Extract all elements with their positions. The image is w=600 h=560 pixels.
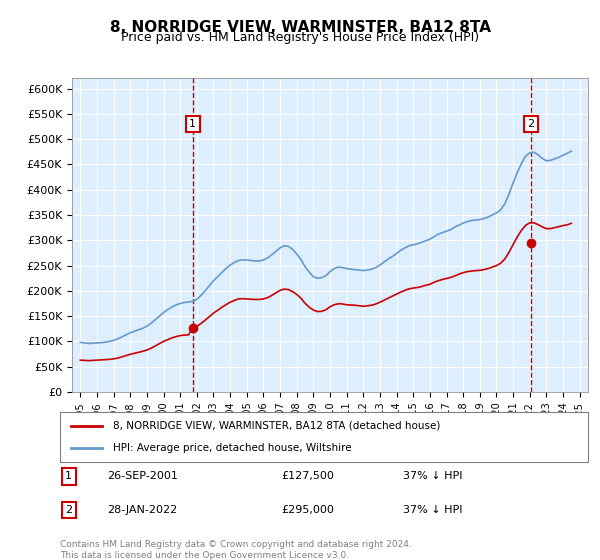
Text: 8, NORRIDGE VIEW, WARMINSTER, BA12 8TA (detached house): 8, NORRIDGE VIEW, WARMINSTER, BA12 8TA (… <box>113 421 440 431</box>
Text: 2: 2 <box>65 505 73 515</box>
Text: £295,000: £295,000 <box>282 505 335 515</box>
Text: Contains HM Land Registry data © Crown copyright and database right 2024.
This d: Contains HM Land Registry data © Crown c… <box>60 540 412 560</box>
Text: 26-SEP-2001: 26-SEP-2001 <box>107 472 178 482</box>
Text: Price paid vs. HM Land Registry's House Price Index (HPI): Price paid vs. HM Land Registry's House … <box>121 31 479 44</box>
Text: 2: 2 <box>527 119 535 129</box>
Text: 37% ↓ HPI: 37% ↓ HPI <box>403 505 463 515</box>
Text: HPI: Average price, detached house, Wiltshire: HPI: Average price, detached house, Wilt… <box>113 443 352 453</box>
Text: 1: 1 <box>189 119 196 129</box>
Text: 37% ↓ HPI: 37% ↓ HPI <box>403 472 463 482</box>
Text: 1: 1 <box>65 472 72 482</box>
Text: 8, NORRIDGE VIEW, WARMINSTER, BA12 8TA: 8, NORRIDGE VIEW, WARMINSTER, BA12 8TA <box>110 20 491 35</box>
Text: 28-JAN-2022: 28-JAN-2022 <box>107 505 178 515</box>
Text: £127,500: £127,500 <box>282 472 335 482</box>
